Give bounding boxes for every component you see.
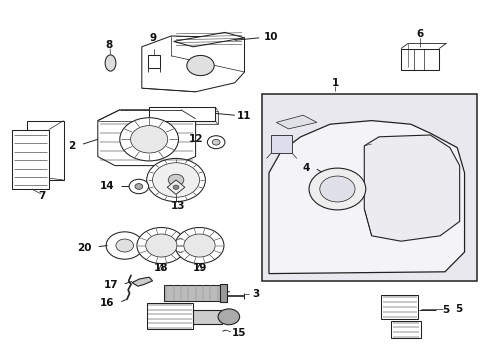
Text: 13: 13 — [171, 201, 185, 211]
Polygon shape — [276, 115, 316, 129]
Circle shape — [173, 185, 179, 189]
Circle shape — [186, 55, 214, 76]
Bar — [220, 284, 227, 302]
Circle shape — [129, 179, 148, 194]
Text: 6: 6 — [415, 29, 422, 39]
Polygon shape — [132, 277, 152, 286]
Circle shape — [175, 228, 224, 264]
Text: 7: 7 — [38, 191, 45, 201]
Circle shape — [207, 136, 224, 149]
Bar — [163, 285, 220, 301]
Text: 2: 2 — [68, 141, 76, 151]
Text: 16: 16 — [99, 298, 114, 308]
Text: 20: 20 — [77, 243, 92, 253]
Circle shape — [168, 174, 183, 186]
Polygon shape — [98, 110, 195, 166]
Bar — [147, 55, 160, 68]
Text: 19: 19 — [192, 263, 206, 273]
Circle shape — [120, 118, 178, 161]
Circle shape — [135, 184, 142, 189]
Polygon shape — [268, 121, 464, 274]
Bar — [151, 111, 217, 124]
Bar — [381, 295, 417, 319]
Circle shape — [152, 163, 199, 197]
Bar — [27, 121, 63, 180]
Text: 1: 1 — [331, 78, 338, 88]
Text: 17: 17 — [103, 280, 118, 290]
Circle shape — [106, 232, 143, 259]
Circle shape — [183, 234, 215, 257]
Bar — [271, 135, 291, 153]
Circle shape — [137, 228, 185, 264]
Circle shape — [212, 139, 220, 145]
Polygon shape — [173, 32, 244, 47]
Ellipse shape — [105, 55, 116, 71]
Text: 15: 15 — [232, 328, 246, 338]
Circle shape — [218, 309, 239, 325]
Bar — [193, 310, 222, 324]
Text: 4: 4 — [302, 163, 309, 173]
Text: 18: 18 — [154, 263, 168, 273]
Text: 10: 10 — [264, 32, 278, 42]
Circle shape — [130, 126, 167, 153]
Circle shape — [319, 176, 354, 202]
Text: 12: 12 — [188, 134, 203, 144]
Text: 5: 5 — [454, 303, 461, 314]
Polygon shape — [142, 36, 244, 92]
Bar — [261, 94, 476, 281]
Circle shape — [146, 158, 205, 202]
Bar — [400, 49, 438, 70]
Text: 14: 14 — [100, 181, 115, 192]
Circle shape — [308, 168, 365, 210]
Circle shape — [116, 239, 133, 252]
Text: 5: 5 — [442, 305, 449, 315]
Bar — [149, 107, 215, 121]
Bar — [12, 130, 49, 189]
Text: 9: 9 — [150, 33, 157, 43]
Polygon shape — [364, 135, 459, 241]
Text: 11: 11 — [237, 111, 251, 121]
Text: 8: 8 — [105, 40, 112, 50]
Bar — [146, 303, 193, 329]
Polygon shape — [167, 180, 184, 194]
Circle shape — [145, 234, 177, 257]
Text: 3: 3 — [251, 289, 259, 299]
Bar — [390, 321, 420, 338]
